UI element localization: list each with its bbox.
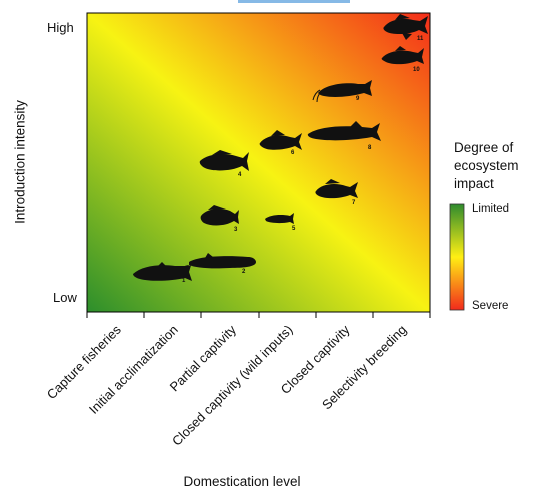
legend-title: Degree of ecosystem impact (454, 139, 540, 193)
fish-label-4: 4 (238, 172, 242, 178)
fish-label-11: 11 (417, 36, 424, 42)
legend-title-line-3: impact (454, 176, 494, 191)
fish-label-10: 10 (413, 67, 420, 73)
legend-color-bar (449, 203, 465, 311)
legend-label-limited: Limited (472, 203, 510, 215)
fish-label-9: 9 (356, 96, 360, 102)
fish-7-perch-icon (315, 179, 358, 199)
y-axis-title: Introduction intensity (12, 100, 28, 224)
x-axis-title: Domestication level (183, 474, 301, 489)
fish-label-8: 8 (368, 145, 372, 151)
fish-label-3: 3 (234, 227, 238, 233)
fish-10-trout-icon (381, 46, 424, 65)
fish-9-catfish-icon (312, 80, 372, 103)
y-axis-high-label: High (47, 20, 74, 35)
fish-1-salmon-icon (133, 262, 192, 281)
fish-6-carp-icon (259, 130, 302, 150)
fish-2-eel-icon (189, 253, 256, 269)
fish-label-1: 1 (182, 278, 186, 284)
fish-11-koi-icon (383, 14, 428, 40)
fish-label-5: 5 (292, 226, 296, 232)
legend-title-line-2: ecosystem (454, 158, 519, 173)
header-accent-bar (238, 0, 350, 3)
x-axis-ticks (86, 312, 431, 318)
fish-label-7: 7 (352, 200, 356, 206)
legend-label-severe: Severe (472, 300, 509, 312)
fish-3-cichlid-icon (200, 205, 239, 226)
fish-label-6: 6 (291, 150, 295, 156)
fish-label-2: 2 (242, 269, 246, 275)
legend-title-line-1: Degree of (454, 140, 514, 155)
y-axis-low-label: Low (53, 290, 77, 305)
fish-8-pike-icon (307, 121, 381, 141)
plot-area (86, 12, 431, 313)
fish-5-minnow-icon (265, 213, 294, 224)
fish-4-bass-icon (199, 150, 249, 171)
